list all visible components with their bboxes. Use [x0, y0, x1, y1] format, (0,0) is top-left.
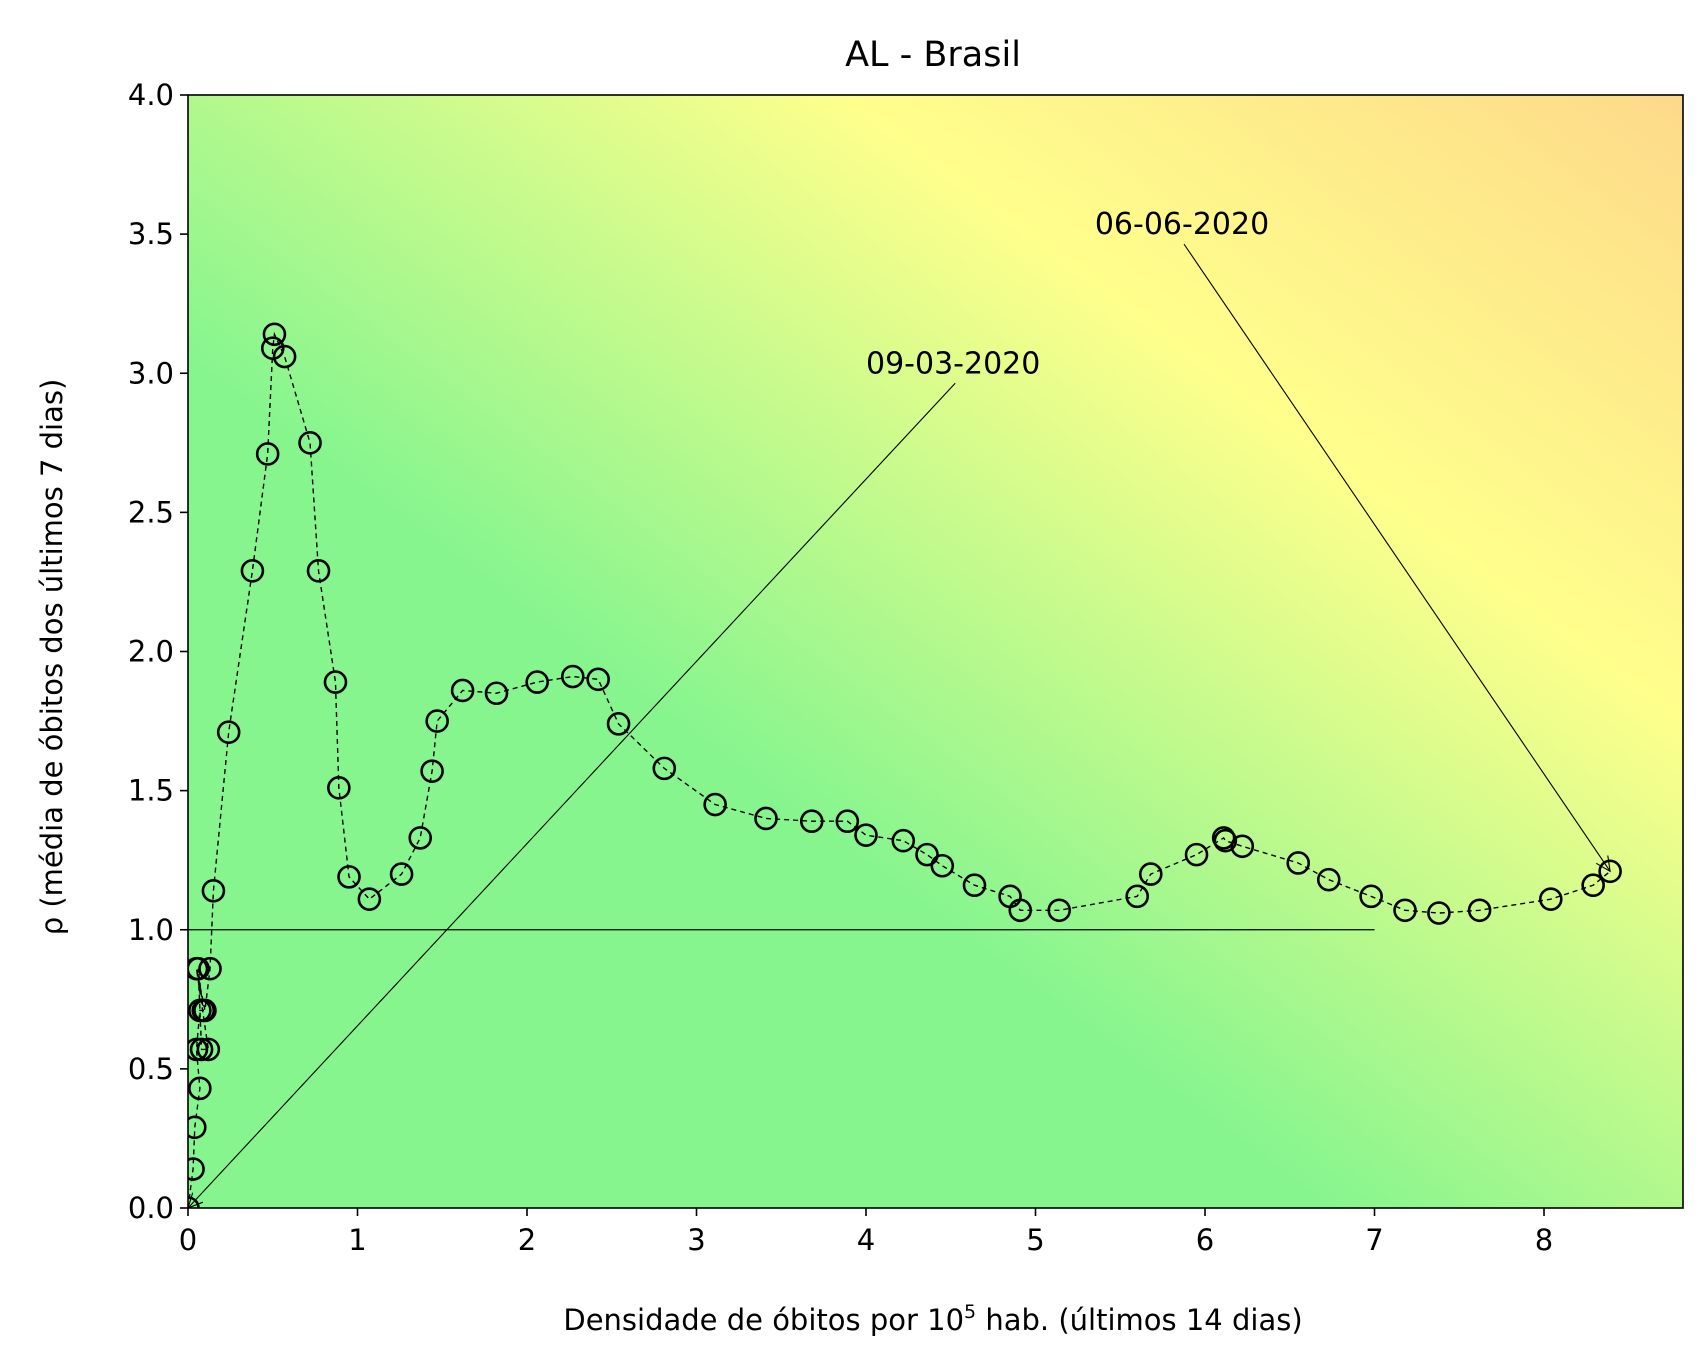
data-point [915, 842, 939, 867]
data-point [891, 828, 916, 853]
y-tick-label: 4.0 [128, 78, 174, 112]
x-axis-label-main: Densidade de óbitos por 10 [563, 1303, 964, 1337]
y-axis-label: ρ (média de óbitos dos últimos 7 dias) [35, 379, 69, 936]
data-point [425, 709, 449, 733]
data-point [703, 792, 727, 817]
data-point [193, 998, 217, 1023]
data-point [1008, 898, 1033, 923]
data-point [1286, 851, 1311, 875]
x-tick-label: 2 [518, 1223, 536, 1257]
data-point [1359, 884, 1383, 909]
data-point [1213, 828, 1238, 853]
y-tick-label: 3.0 [128, 356, 174, 390]
y-tick-label: 1.5 [128, 774, 174, 808]
annotation-arrow [188, 382, 956, 1208]
data-point [298, 431, 322, 455]
data-point [586, 667, 610, 692]
y-tick-label: 0.0 [128, 1191, 174, 1225]
data-point [408, 826, 433, 850]
data-point [272, 344, 297, 369]
x-axis-label-superscript: 5 [964, 1301, 976, 1323]
series-line [188, 331, 1611, 1208]
data-point [188, 1157, 205, 1181]
data-point [255, 442, 280, 466]
data-point [854, 823, 878, 847]
data-point [1393, 898, 1417, 923]
y-tick-label: 0.5 [128, 1052, 174, 1086]
data-point [198, 956, 222, 981]
x-tick-label: 1 [348, 1223, 366, 1257]
x-tick-label: 0 [179, 1223, 197, 1257]
annotation-label: 06-06-2020 [1095, 207, 1269, 242]
data-point [1427, 901, 1451, 925]
data-point [1184, 842, 1209, 867]
data-point [1538, 887, 1563, 911]
data-point [260, 336, 285, 361]
data-point [835, 809, 860, 834]
data-point [754, 806, 778, 831]
x-tick-label: 6 [1196, 1223, 1214, 1257]
data-point [189, 1037, 214, 1062]
plot-background [188, 95, 1683, 1208]
data-point [337, 865, 361, 889]
x-tick-label: 7 [1365, 1223, 1383, 1257]
x-tick-label: 4 [857, 1223, 875, 1257]
data-point [327, 776, 351, 800]
x-tick-label: 3 [687, 1223, 705, 1257]
data-point [652, 756, 677, 781]
data-point [1598, 859, 1622, 884]
data-point [389, 862, 414, 886]
data-point [323, 670, 348, 694]
data-point [962, 873, 987, 898]
x-tick-label: 8 [1535, 1223, 1553, 1257]
data-point [306, 559, 331, 583]
data-point [606, 712, 631, 736]
data-point [188, 956, 209, 981]
data-point [560, 664, 585, 689]
data-point [420, 759, 444, 783]
y-tick-label: 2.0 [128, 635, 174, 669]
data-point [1230, 834, 1255, 859]
chart-title: AL - Brasil [845, 35, 1021, 75]
data-point [1581, 873, 1605, 898]
x-axis-label-suffix: hab. (últimos 14 dias) [976, 1303, 1303, 1337]
data-point [525, 670, 549, 694]
data-point [262, 322, 287, 347]
y-tick-label: 1.0 [128, 913, 174, 947]
data-point [450, 678, 475, 703]
data-point [1047, 898, 1072, 923]
data-point [930, 853, 955, 878]
data-point [484, 681, 509, 706]
y-tick-label: 2.5 [128, 495, 174, 529]
data-point [216, 720, 241, 744]
data-point [1125, 884, 1150, 909]
data-point [1467, 898, 1492, 923]
data-point [1316, 867, 1341, 892]
x-axis-label: Densidade de óbitos por 105 hab. (último… [563, 1301, 1302, 1337]
data-point [188, 1076, 212, 1101]
data-point [188, 1115, 207, 1140]
data-point [357, 887, 382, 911]
annotation-label: 09-03-2020 [866, 346, 1040, 381]
x-tick-label: 5 [1026, 1223, 1044, 1257]
data-point [196, 1037, 221, 1062]
data-point [799, 809, 824, 834]
data-point [1138, 862, 1163, 886]
y-tick-label: 3.5 [128, 217, 174, 251]
annotation-arrow [1183, 243, 1611, 872]
data-point [201, 878, 226, 903]
data-point [240, 559, 265, 583]
